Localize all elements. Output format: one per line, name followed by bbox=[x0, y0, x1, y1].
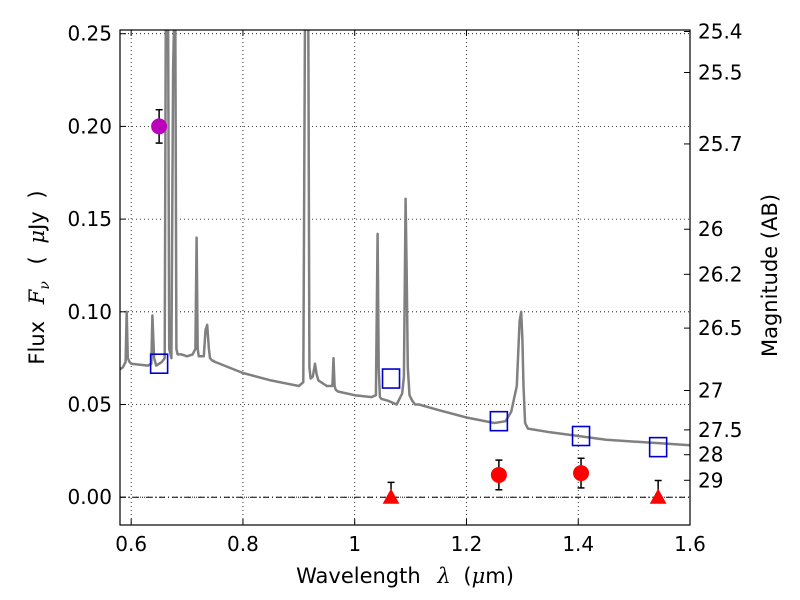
mag-tick-label: 25.5 bbox=[698, 60, 743, 84]
mag-tick-label: 25.7 bbox=[698, 132, 743, 156]
y-tick-label: 0.10 bbox=[67, 300, 112, 324]
x-axis-label-word: Wavelength bbox=[296, 564, 421, 588]
x-tick-label: 1.6 bbox=[674, 532, 706, 556]
x-tick-label: 0.6 bbox=[115, 532, 147, 556]
y-axis-label-close-paren: ) bbox=[25, 190, 49, 198]
detection-circle-marker bbox=[573, 465, 590, 482]
x-tick-label: 1.2 bbox=[451, 532, 483, 556]
y-axis-label-symbol: F bbox=[25, 288, 49, 305]
x-tick-label: 1.4 bbox=[562, 532, 594, 556]
y-axis-label-word: Flux bbox=[25, 321, 49, 365]
mag-tick-label: 26.2 bbox=[698, 262, 743, 286]
right-y-axis-label: Magnitude (AB) bbox=[758, 194, 782, 357]
mag-tick-label: 26.5 bbox=[698, 316, 743, 340]
detection-circle-marker bbox=[490, 466, 507, 483]
y-axis-label: Flux Fν ( μJy ) bbox=[25, 190, 54, 364]
model-square-marker bbox=[381, 368, 401, 389]
mag-tick-label: 29 bbox=[698, 468, 723, 492]
upper-limit-triangle-marker bbox=[382, 488, 400, 504]
model-square-marker bbox=[648, 436, 668, 458]
y-tick-label: 0.20 bbox=[67, 114, 112, 138]
y-tick-label: 0.00 bbox=[67, 485, 112, 509]
plot-frame bbox=[119, 29, 691, 526]
model-square-marker bbox=[489, 410, 509, 432]
ticks-layer: 0.6 0.8 1 1.2 1.4 1.6 0.00 0.05 0.10 0.15 0.20 0.25… bbox=[67, 20, 742, 556]
x-axis-label-symbol: λ bbox=[436, 564, 450, 588]
highlight-circle-marker bbox=[151, 118, 168, 135]
model-square-marker bbox=[149, 353, 169, 375]
y-axis-label-unit: Jy bbox=[25, 211, 49, 232]
y-tick-label: 0.05 bbox=[67, 392, 112, 416]
y-tick-label: 0.15 bbox=[67, 207, 112, 231]
mag-tick-label: 28 bbox=[698, 443, 723, 467]
x-axis-label-mu: μ bbox=[472, 564, 486, 588]
x-tick-label: 0.8 bbox=[227, 532, 259, 556]
y-axis-label-mu: μ bbox=[25, 230, 49, 244]
spectrum-layer bbox=[120, 30, 690, 447]
x-axis-label-unit: m) bbox=[485, 564, 514, 588]
spectrum-line bbox=[120, 30, 690, 447]
upper-limit-triangle-marker bbox=[649, 488, 667, 504]
x-tick-label: 1 bbox=[348, 532, 361, 556]
x-axis-label: Wavelength λ (μm) bbox=[296, 564, 514, 588]
y-tick-label: 0.25 bbox=[67, 22, 112, 46]
mag-tick-label: 25.4 bbox=[698, 20, 743, 44]
y-axis-label-open-paren: ( bbox=[25, 256, 49, 264]
marker-layer bbox=[149, 108, 668, 504]
y-axis-label-subscript: ν bbox=[37, 281, 53, 290]
x-axis-label-paren: ( bbox=[463, 564, 471, 588]
mag-tick-label: 27.5 bbox=[698, 418, 743, 442]
mag-tick-label: 27 bbox=[698, 379, 723, 403]
mag-tick-label: 26 bbox=[698, 217, 723, 241]
model-square-marker bbox=[571, 425, 591, 447]
